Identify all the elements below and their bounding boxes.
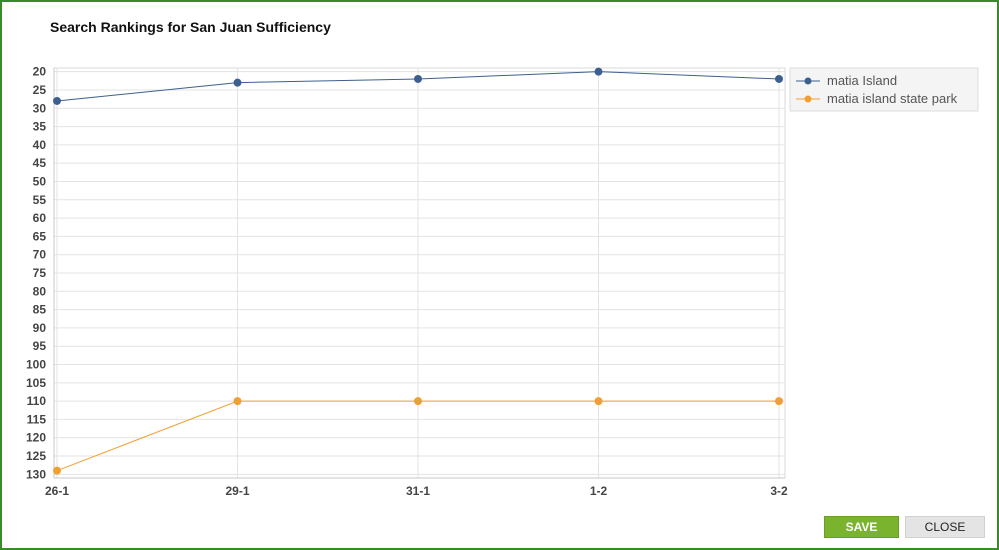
y-tick-label: 100	[26, 358, 46, 372]
y-tick-label: 20	[33, 65, 47, 79]
y-tick-label: 75	[33, 266, 47, 280]
y-tick-label: 30	[33, 101, 47, 115]
line-chart: 20 25 30 35 40 45 50 55 60 65 70 75 80 85 90 95 100 105 11…	[26, 65, 979, 498]
legend	[789, 67, 979, 112]
data-point	[53, 466, 61, 475]
legend-marker	[804, 95, 812, 103]
y-tick-label: 55	[33, 193, 47, 207]
x-tick-label: 1-2	[590, 484, 608, 498]
save-button[interactable]: SAVE	[824, 516, 899, 538]
y-tick-label: 25	[33, 83, 47, 97]
y-tick-label: 90	[33, 321, 47, 335]
y-tick-label: 105	[26, 376, 46, 390]
y-tick-label: 80	[33, 284, 47, 298]
y-tick-label: 45	[33, 156, 47, 170]
data-point	[775, 397, 783, 406]
data-point	[775, 74, 783, 83]
legend-label: matia Island	[827, 73, 897, 88]
data-point	[233, 397, 242, 406]
close-button[interactable]: CLOSE	[905, 516, 985, 538]
y-tick-label: 110	[27, 394, 47, 408]
x-tick-label: 31-1	[406, 484, 430, 498]
x-tick-label: 29-1	[225, 484, 249, 498]
y-tick-label: 70	[33, 248, 47, 262]
data-point	[53, 96, 61, 105]
x-tick-label: 26-1	[45, 484, 69, 498]
y-tick-label: 85	[33, 303, 47, 317]
y-tick-label: 95	[33, 339, 47, 353]
data-point	[594, 397, 603, 406]
y-tick-label: 60	[33, 211, 47, 225]
x-tick-label: 3-2	[770, 484, 788, 498]
data-point	[414, 74, 422, 83]
y-tick-label: 130	[26, 467, 46, 481]
chart-title: Search Rankings for San Juan Sufficiency	[50, 19, 331, 35]
data-point	[233, 78, 242, 87]
y-tick-label: 65	[33, 229, 47, 243]
data-point	[594, 67, 603, 76]
data-point	[414, 397, 422, 406]
y-tick-label: 120	[26, 431, 46, 445]
y-tick-label: 50	[33, 174, 47, 188]
y-tick-label: 115	[27, 412, 47, 426]
legend-marker	[804, 77, 812, 85]
legend-label: matia island state park	[827, 91, 958, 106]
y-tick-label: 35	[33, 120, 47, 134]
y-tick-label: 40	[33, 138, 47, 152]
y-tick-label: 125	[26, 449, 46, 463]
